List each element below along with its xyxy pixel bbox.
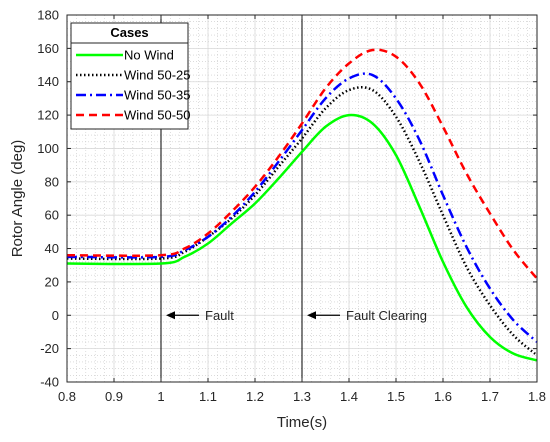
legend-entry-label: Wind 50-25 bbox=[124, 68, 190, 83]
y-tick-label: 0 bbox=[52, 308, 59, 323]
y-tick-label: 160 bbox=[37, 41, 59, 56]
series-line-no-wind bbox=[66, 113, 538, 362]
y-tick-label: 80 bbox=[45, 174, 59, 189]
x-tick-label: 1.1 bbox=[199, 389, 217, 404]
x-tick-label: 1.7 bbox=[481, 389, 499, 404]
legend-title: Cases bbox=[110, 25, 148, 40]
x-tick-label: 1.5 bbox=[387, 389, 405, 404]
x-tick-label: 1 bbox=[157, 389, 164, 404]
annotation-label: Fault Clearing bbox=[346, 308, 427, 323]
annotation-arrow-head bbox=[307, 311, 316, 320]
x-tick-label: 0.9 bbox=[105, 389, 123, 404]
series-line-wind-50-50 bbox=[66, 48, 538, 280]
y-tick-label: 100 bbox=[37, 141, 59, 156]
y-tick-label: 40 bbox=[45, 241, 59, 256]
y-axis-ticks: -40 -20 0 20 40 60 80 100 120 140 160 180 bbox=[37, 8, 537, 390]
y-tick-label: 180 bbox=[37, 8, 59, 23]
y-axis-label: Rotor Angle (deg) bbox=[9, 140, 26, 258]
legend: Cases No Wind Wind 50-25 Wind 50-35 Wind 50-… bbox=[70, 22, 190, 130]
x-tick-label: 1.4 bbox=[340, 389, 358, 404]
y-tick-label: 140 bbox=[37, 74, 59, 89]
y-tick-label: 20 bbox=[45, 274, 59, 289]
series-group bbox=[66, 48, 538, 362]
legend-box bbox=[70, 22, 189, 130]
x-tick-label: 1.2 bbox=[246, 389, 264, 404]
annotation-arrow-head bbox=[166, 311, 175, 320]
series-line-wind-50-35 bbox=[66, 72, 538, 343]
legend-entry-label: No Wind bbox=[124, 48, 174, 63]
y-tick-label: 120 bbox=[37, 108, 59, 123]
x-tick-label: 1.3 bbox=[293, 389, 311, 404]
y-tick-label: 60 bbox=[45, 208, 59, 223]
y-tick-label: -20 bbox=[40, 341, 59, 356]
x-axis-ticks: 0.8 0.9 1 1.1 1.2 1.3 1.4 1.5 1.6 1.7 1.8 bbox=[58, 15, 546, 404]
x-tick-label: 1.6 bbox=[434, 389, 452, 404]
annotation-label: Fault bbox=[205, 308, 234, 323]
x-axis-label: Time(s) bbox=[277, 414, 327, 431]
y-tick-label: -40 bbox=[40, 375, 59, 390]
x-tick-label: 0.8 bbox=[58, 389, 76, 404]
annotations: Fault Fault Clearing bbox=[166, 308, 427, 323]
x-tick-label: 1.8 bbox=[528, 389, 546, 404]
legend-entry-label: Wind 50-50 bbox=[124, 108, 190, 123]
legend-entry-label: Wind 50-35 bbox=[124, 88, 190, 103]
